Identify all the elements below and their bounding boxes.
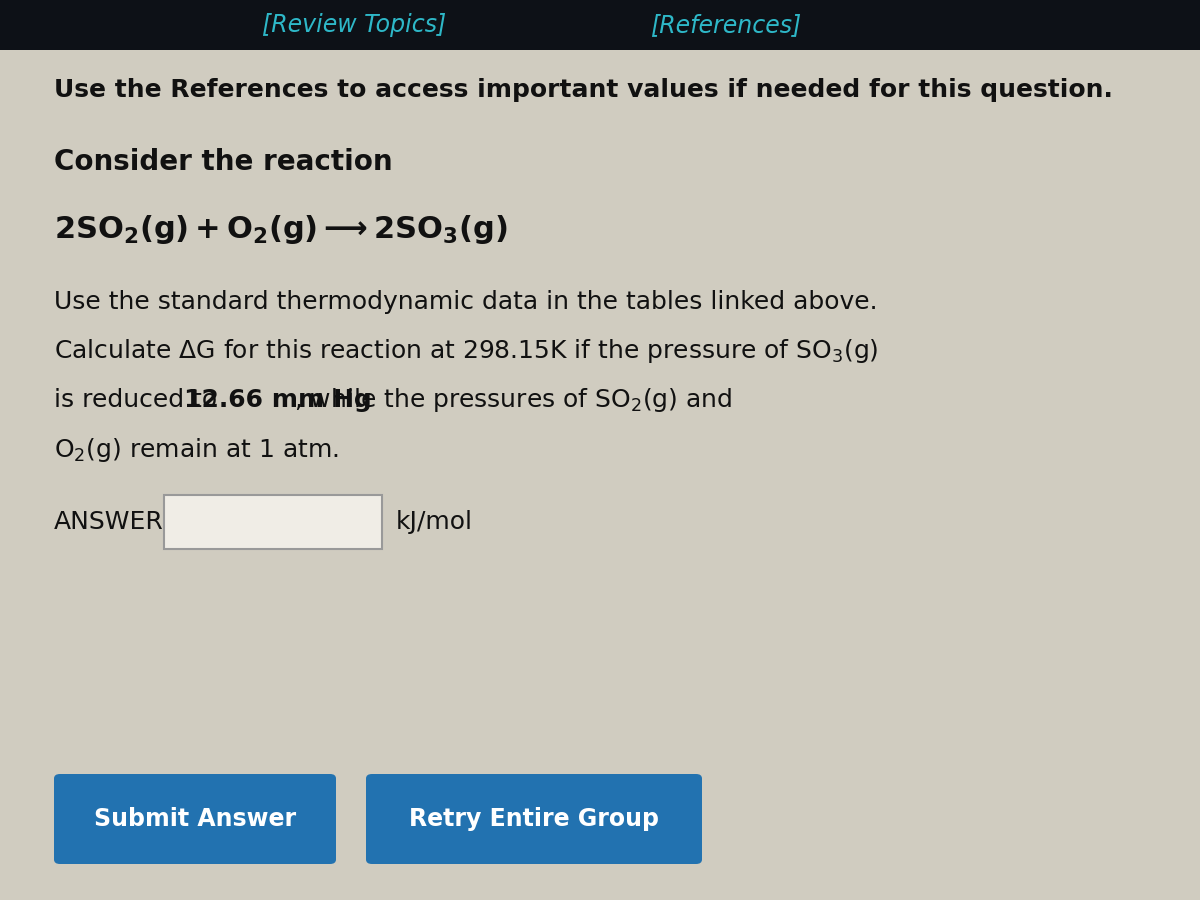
Text: $\mathbf{2SO_2(g) + O_2(g) \longrightarrow 2SO_3(g)}$: $\mathbf{2SO_2(g) + O_2(g) \longrightarr…	[54, 213, 508, 246]
Text: , while the pressures of SO$_2$(g) and: , while the pressures of SO$_2$(g) and	[294, 386, 732, 415]
Text: Calculate $\Delta$G for this reaction at 298.15K if the pressure of SO$_3$(g): Calculate $\Delta$G for this reaction at…	[54, 337, 878, 365]
FancyBboxPatch shape	[54, 774, 336, 864]
Text: Consider the reaction: Consider the reaction	[54, 148, 392, 176]
Text: Use the standard thermodynamic data in the tables linked above.: Use the standard thermodynamic data in t…	[54, 290, 877, 313]
Text: [Review Topics]: [Review Topics]	[262, 13, 446, 37]
Text: Submit Answer: Submit Answer	[94, 807, 296, 831]
Text: kJ/mol: kJ/mol	[396, 510, 473, 534]
Text: [References]: [References]	[650, 13, 802, 37]
Text: 12.66 mm Hg: 12.66 mm Hg	[184, 389, 371, 412]
Text: is reduced to: is reduced to	[54, 389, 226, 412]
Text: Use the References to access important values if needed for this question.: Use the References to access important v…	[54, 78, 1112, 102]
Bar	[0, 0, 1200, 50]
Text: ANSWER:: ANSWER:	[54, 510, 172, 534]
FancyBboxPatch shape	[164, 495, 382, 549]
Text: Retry Entire Group: Retry Entire Group	[409, 807, 659, 831]
Text: O$_2$(g) remain at 1 atm.: O$_2$(g) remain at 1 atm.	[54, 436, 338, 464]
FancyBboxPatch shape	[366, 774, 702, 864]
